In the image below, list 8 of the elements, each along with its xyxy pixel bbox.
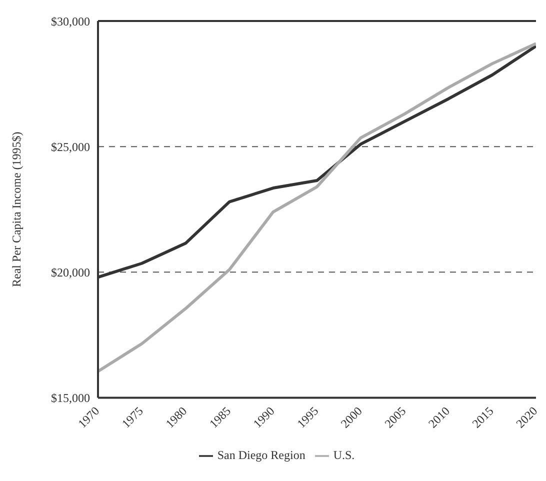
- line-series: [98, 42, 536, 373]
- y-tick-label: $30,000: [51, 14, 90, 28]
- legend-label: San Diego Region: [217, 448, 306, 462]
- y-tick-label: $20,000: [51, 265, 90, 280]
- y-tick-label: $15,000: [51, 391, 90, 406]
- y-axis-title: Real Per Capita Income (1995$): [9, 132, 24, 288]
- legend-label: U.S.: [333, 448, 355, 462]
- y-tick-label: $25,000: [51, 140, 90, 154]
